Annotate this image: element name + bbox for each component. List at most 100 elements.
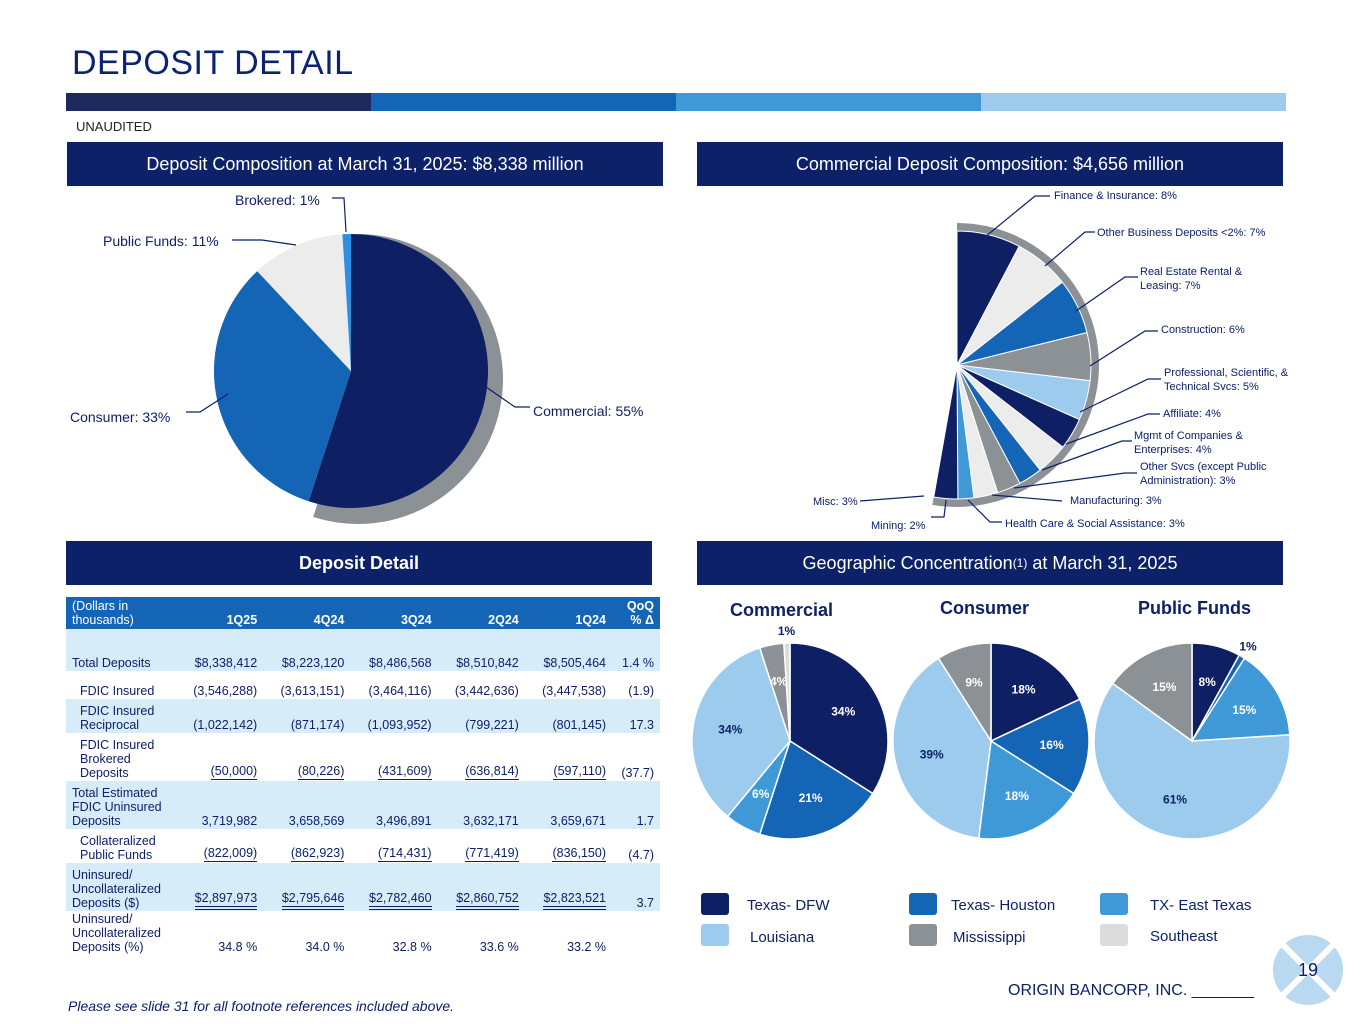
cell: $2,860,752 (437, 863, 525, 911)
slice-label-texas-dfw: 18% (1012, 683, 1036, 697)
cell: (50,000) (176, 733, 263, 781)
col-header-label: (Dollars in thousands) (66, 597, 176, 629)
label-real-estate: Real Estate Rental & Leasing: 7% (1140, 266, 1243, 292)
table-row: Collateralized Public Funds (822,009) (8… (66, 829, 660, 863)
leader-finance (984, 195, 1050, 238)
cell: (636,814) (438, 733, 525, 781)
cell: $2,897,973 (176, 863, 264, 911)
slice-tx-east-texas (1190, 657, 1291, 742)
col-header-3q24: 3Q24 (350, 597, 438, 629)
cell-value: (431,609) (378, 764, 432, 780)
slice-misc (933, 364, 959, 500)
cell: (4.7) (628, 848, 654, 862)
cell: 34.8 % (218, 940, 258, 954)
label-other-business: Other Business Deposits <2%: 7% (1097, 227, 1266, 239)
cell: (37.7) (621, 766, 654, 780)
cell: (1,022,142) (176, 699, 264, 733)
cell: 33.2 % (567, 940, 606, 954)
slice-commercial (308, 234, 488, 508)
leader-commercial (485, 386, 530, 408)
label-consumer: Consumer: 33% (70, 409, 171, 425)
title-bar-segment-4 (981, 93, 1286, 111)
title-bar-segment-3 (676, 93, 981, 111)
geographic-concentration-header: Geographic Concentration (1) at March 31,… (697, 541, 1283, 585)
cell-value: (836,150) (552, 846, 606, 862)
cell: 3,496,891 (350, 781, 438, 829)
leader-brokered (332, 197, 347, 233)
cell-value: (862,923) (290, 846, 345, 862)
cell: 3,659,671 (524, 781, 612, 829)
table-row: FDIC Insured (3,546,288) (3,613,151) (3,… (66, 671, 660, 699)
col-header-2q24: 2Q24 (437, 597, 525, 629)
slice-label-southeast: 1% (778, 624, 796, 638)
slice-mississippi (1111, 642, 1193, 743)
table-row: Uninsured/ Uncollateralized Deposits ($)… (66, 863, 660, 911)
col-header-4q24: 4Q24 (263, 597, 351, 629)
row-label: Uninsured/ Uncollateralized Deposits (%) (72, 912, 161, 954)
geo-header-suffix: at March 31, 2025 (1027, 552, 1178, 573)
slice-label-tx-east-texas: 15% (1232, 703, 1256, 717)
geo-header-footnote: (1) (1012, 556, 1028, 570)
label-affiliate: Affiliate: 4% (1163, 408, 1221, 420)
page-number-badge (1273, 935, 1343, 1005)
cell-value: (714,431) (378, 846, 432, 862)
deposit-detail-header: Deposit Detail (66, 541, 652, 585)
row-label: Total Estimated FDIC Uninsured Deposits (66, 781, 176, 829)
cell-value: $2,795,646 (281, 891, 345, 910)
cell: $8,505,464 (524, 629, 612, 671)
leader-real-estate (1075, 276, 1138, 312)
table-header-row: (Dollars in thousands) 1Q25 4Q24 3Q24 2Q… (66, 597, 660, 629)
table-row: Total Estimated FDIC Uninsured Deposits … (66, 781, 660, 829)
slice-label-louisiana: 61% (1163, 792, 1187, 806)
table-row: FDIC Insured Reciprocal (1,022,142) (871… (66, 699, 660, 733)
slice-label-texas-houston: 1% (1239, 639, 1257, 653)
label-construction: Construction: 6% (1161, 324, 1245, 336)
slice-consumer (213, 271, 351, 502)
legend-texas-dfw: Texas- DFW (747, 897, 830, 914)
cell: $2,823,521 (524, 863, 612, 911)
label-misc: Misc: 3% (813, 496, 858, 508)
cell-value: (80,226) (297, 764, 345, 780)
cell: (862,923) (263, 829, 350, 863)
cell: 17.3 (612, 699, 660, 733)
cell-value: (597,110) (553, 764, 606, 780)
table-row: Total Deposits $8,338,412 $8,223,120 $8,… (66, 629, 660, 671)
legend-mississippi: Mississippi (953, 929, 1026, 946)
cell-value: $2,782,460 (369, 891, 432, 910)
title-bar-segment-1 (66, 93, 371, 111)
slice-label-louisiana: 39% (920, 747, 944, 761)
cell-value: $2,860,752 (456, 891, 519, 910)
cell: (80,226) (263, 733, 350, 781)
cell: (3,442,636) (454, 684, 519, 698)
cell-value: (822,009) (203, 846, 258, 862)
cell: (3,447,538) (542, 684, 606, 698)
leader-consumer (186, 393, 229, 413)
legend-texas-houston: Texas- Houston (951, 897, 1056, 914)
deposit-detail-table: (Dollars in thousands) 1Q25 4Q24 3Q24 2Q… (66, 597, 660, 955)
footnote: Please see slide 31 for all footnote ref… (68, 998, 455, 1014)
row-label: FDIC Insured Reciprocal (66, 699, 176, 733)
slice-label-texas-houston: 16% (1040, 738, 1064, 752)
table-row: Uninsured/ Uncollateralized Deposits (%)… (66, 911, 660, 955)
leader-construction (1089, 330, 1158, 367)
slice-label-texas-houston: 21% (799, 791, 823, 805)
geo-consumer-pie: 18% 16% 18% 39% 9% (892, 642, 1090, 840)
legend-swatch-texas-dfw (701, 893, 729, 915)
cell: (1,093,952) (350, 699, 438, 733)
slice-label-mississippi: 9% (965, 676, 983, 690)
label-leader-lines (186, 195, 1161, 523)
cell: (3,613,151) (280, 684, 345, 698)
cell: 3,719,982 (176, 781, 264, 829)
slice-label-texas-dfw: 8% (1198, 675, 1216, 689)
leader-manufacturing (991, 494, 1063, 502)
cell: 32.8 % (392, 940, 432, 954)
geo-commercial-pie: 34% 21% 6% 34% 4% 1% (691, 624, 889, 840)
label-mgmt: Mgmt of Companies & Enterprises: 4% (1134, 430, 1243, 456)
legend-swatch-southeast (1100, 924, 1128, 946)
deposit-composition-pie (213, 234, 503, 524)
legend-swatch-tx-east-texas (1100, 893, 1128, 915)
cell: $8,510,842 (437, 629, 525, 671)
slice-texas-dfw (990, 642, 1081, 743)
geo-title-consumer: Consumer (940, 598, 1030, 618)
